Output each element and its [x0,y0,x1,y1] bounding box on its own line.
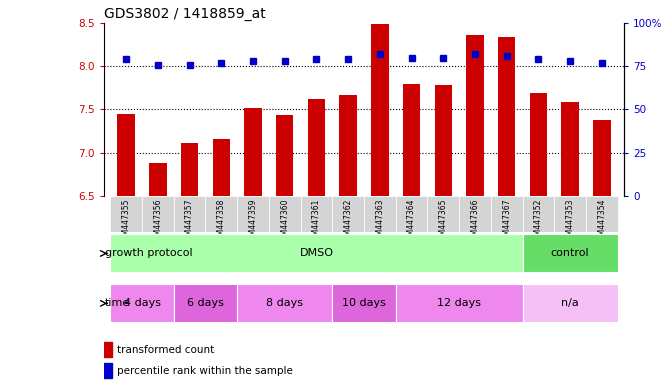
Bar [332,196,364,232]
Bar [308,99,325,196]
Bar [396,196,427,232]
Text: 6 days: 6 days [187,298,224,308]
Bar [466,35,484,196]
Bar [244,108,262,196]
Text: GSM447352: GSM447352 [534,199,543,245]
Bar [403,84,420,196]
Bar [301,196,332,232]
Text: 10 days: 10 days [342,298,386,308]
Bar [523,284,618,323]
Bar [104,342,113,357]
Bar [371,24,389,196]
Text: 12 days: 12 days [437,298,481,308]
Bar [491,196,523,232]
Text: GSM447363: GSM447363 [375,199,384,245]
Bar [149,163,166,196]
Bar [498,37,515,196]
Text: 4 days: 4 days [123,298,160,308]
Bar [523,234,618,273]
Bar [110,284,174,323]
Text: transformed count: transformed count [117,345,215,355]
Text: growth protocol: growth protocol [105,248,193,258]
Text: GSM447356: GSM447356 [154,199,162,245]
Bar [142,196,174,232]
Bar [237,284,332,323]
Text: GSM447354: GSM447354 [597,199,607,245]
Text: GSM447367: GSM447367 [502,199,511,245]
Text: GSM447360: GSM447360 [280,199,289,245]
Text: GSM447359: GSM447359 [248,199,258,245]
Bar [181,143,199,196]
Bar [586,196,618,232]
Bar [562,102,579,196]
Bar [435,85,452,196]
Bar [174,284,237,323]
Bar [269,196,301,232]
Text: GSM447364: GSM447364 [407,199,416,245]
Bar [237,196,269,232]
Text: n/a: n/a [561,298,579,308]
Text: GSM447362: GSM447362 [344,199,353,245]
Bar [276,115,293,196]
Text: GSM447361: GSM447361 [312,199,321,245]
Text: GSM447355: GSM447355 [121,199,131,245]
Text: GSM447357: GSM447357 [185,199,194,245]
Bar [593,120,611,196]
Bar [110,196,142,232]
Text: GSM447365: GSM447365 [439,199,448,245]
Bar [340,95,357,196]
Bar [554,196,586,232]
Text: 8 days: 8 days [266,298,303,308]
Text: GSM447358: GSM447358 [217,199,226,245]
Bar [110,234,523,273]
Bar [364,196,396,232]
Text: GSM447353: GSM447353 [566,199,574,245]
Bar [205,196,237,232]
Text: GDS3802 / 1418859_at: GDS3802 / 1418859_at [104,7,266,21]
Bar [104,363,113,378]
Bar [523,196,554,232]
Bar [174,196,205,232]
Bar [427,196,459,232]
Bar [396,284,523,323]
Bar [332,284,396,323]
Bar [459,196,491,232]
Text: time: time [105,298,130,308]
Bar [117,114,135,196]
Text: percentile rank within the sample: percentile rank within the sample [117,366,293,376]
Text: control: control [551,248,589,258]
Text: GSM447366: GSM447366 [470,199,480,245]
Bar [213,139,230,196]
Text: DMSO: DMSO [299,248,333,258]
Bar [529,93,547,196]
